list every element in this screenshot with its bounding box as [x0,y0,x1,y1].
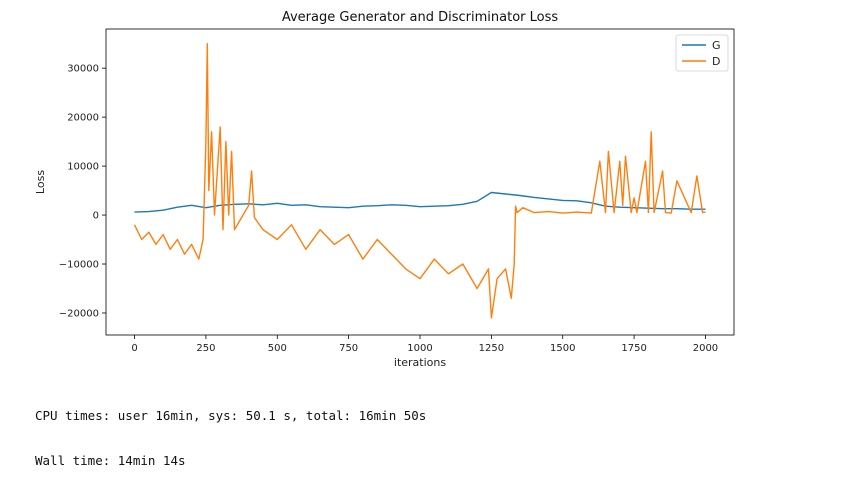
y-axis: −20000 −10000 0 10000 20000 30000 [59,64,106,319]
x-tick-label: 500 [268,343,287,354]
x-axis: 0 250 500 750 1000 1250 1500 1750 2000 [131,335,718,354]
cell-output: CPU times: user 16min, sys: 50.1 s, tota… [35,378,426,483]
wall-time-line: Wall time: 14min 14s [35,453,186,468]
x-tick-label: 750 [339,343,358,354]
x-axis-label: iterations [394,356,446,369]
legend-box [675,34,729,72]
x-tick-label: 1750 [621,343,646,354]
x-tick-label: 250 [196,343,215,354]
legend: G D [675,34,729,72]
chart-title: Average Generator and Discriminator Loss [282,10,559,25]
series-line-d [133,43,706,319]
x-tick-label: 1250 [479,343,504,354]
series-line-g [134,191,706,213]
x-tick-label: 0 [131,343,137,354]
legend-label-d: D [712,55,720,68]
loss-chart: Average Generator and Discriminator Loss… [34,10,735,369]
y-tick-label: −20000 [59,308,99,319]
x-tick-label: 1500 [550,343,575,354]
x-tick-label: 2000 [693,343,718,354]
series-layer [133,43,706,319]
y-axis-label: Loss [34,170,47,194]
x-tick-label: 1000 [407,343,432,354]
legend-label-g: G [712,39,721,52]
plot-area [105,28,735,336]
y-tick-label: 30000 [67,64,99,75]
cpu-times-line: CPU times: user 16min, sys: 50.1 s, tota… [35,408,427,423]
y-tick-label: −10000 [59,260,99,271]
y-tick-label: 0 [93,211,99,222]
y-tick-label: 20000 [67,113,99,124]
y-tick-label: 10000 [67,162,99,173]
